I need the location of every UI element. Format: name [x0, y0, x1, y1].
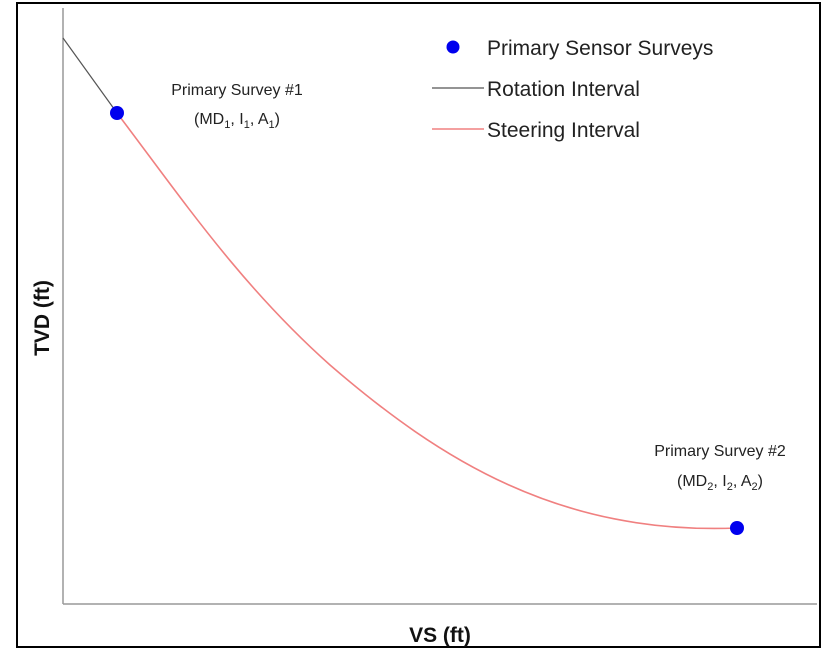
- survey-1-title: Primary Survey #1: [171, 82, 303, 99]
- steering-interval-curve: [116, 112, 738, 530]
- figure-frame: [16, 2, 821, 648]
- legend-survey-label: Primary Sensor Surveys: [487, 37, 713, 60]
- x-axis-title: VS (ft): [409, 624, 471, 647]
- legend: Primary Sensor Surveys Rotation Interval…: [432, 37, 713, 142]
- survey-2-params: (MD2, I2, A2): [677, 473, 763, 493]
- survey-point-1: [110, 106, 124, 120]
- survey-1-params: (MD1, I1, A1): [194, 111, 280, 131]
- rotation-interval-line: [62, 37, 118, 114]
- legend-steering-label: Steering Interval: [487, 119, 640, 142]
- y-axis-title: TVD (ft): [31, 280, 54, 356]
- survey-point-2: [730, 521, 744, 535]
- survey-2-title: Primary Survey #2: [654, 443, 786, 460]
- legend-survey-marker: [446, 40, 460, 54]
- legend-rotation-label: Rotation Interval: [487, 78, 640, 101]
